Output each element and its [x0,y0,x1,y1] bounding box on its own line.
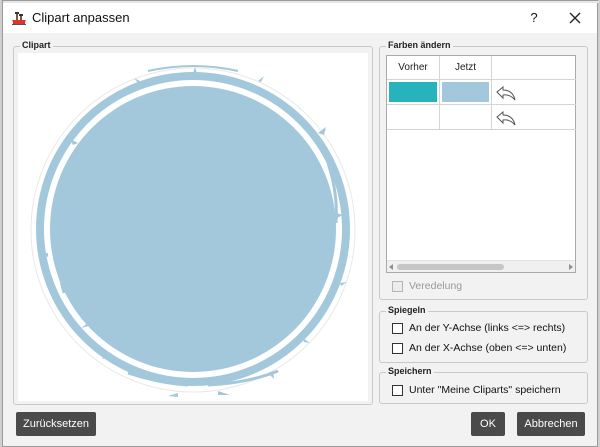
column-header-jetzt: Jetzt [440,56,492,80]
column-header-action [492,56,576,80]
scroll-left-arrow-icon[interactable] [389,264,393,270]
save-my-cliparts-option[interactable]: Unter "Meine Cliparts" speichern [392,384,561,396]
close-button[interactable] [563,7,587,29]
help-button[interactable]: ? [530,10,538,25]
undo-icon[interactable] [494,111,518,127]
ship-icon [12,12,26,25]
table-row[interactable] [387,105,440,130]
table-row [492,80,576,105]
table-row [492,105,576,130]
mirror-y-checkbox[interactable] [392,322,403,334]
save-my-cliparts-label: Unter "Meine Cliparts" speichern [409,384,561,396]
clipart-group: Clipart [13,40,373,405]
table-row[interactable] [387,80,440,105]
change-colors-group: Farben ändern Vorher Jetzt [379,40,588,300]
mirror-x-checkbox[interactable] [392,342,403,354]
refinement-label: Veredelung [409,280,463,292]
save-my-cliparts-checkbox[interactable] [392,384,403,396]
horizontal-scrollbar[interactable] [387,260,575,272]
mirror-y-option[interactable]: An der Y-Achse (links <=> rechts) [392,322,565,334]
cancel-button[interactable]: Abbrechen [517,412,585,436]
jetzt-color-swatch[interactable] [442,82,489,102]
column-header-vorher: Vorher [387,56,440,80]
save-group: Speichern Unter "Meine Cliparts" speiche… [379,366,588,404]
grunge-circle-clipart [30,65,356,397]
scroll-thumb[interactable] [397,264,504,270]
title-bar: Clipart anpassen ? [3,3,597,33]
vorher-color-swatch[interactable] [389,82,437,102]
table-row[interactable] [440,105,492,130]
mirror-group: Spiegeln An der Y-Achse (links <=> recht… [379,305,588,363]
clipart-preview [18,53,368,401]
refinement-checkbox [392,280,403,292]
ok-button[interactable]: OK [471,412,505,436]
close-icon [569,12,581,24]
mirror-group-label: Spiegeln [386,305,428,315]
scroll-right-arrow-icon[interactable] [569,264,573,270]
dialog-title: Clipart anpassen [32,10,130,25]
color-table: Vorher Jetzt [386,55,576,273]
top-strip [3,1,599,3]
undo-icon[interactable] [494,86,518,102]
save-group-label: Speichern [386,366,434,376]
mirror-y-label: An der Y-Achse (links <=> rechts) [409,322,566,334]
table-row[interactable] [440,80,492,105]
clipart-group-label: Clipart [20,40,53,50]
change-colors-group-label: Farben ändern [386,40,453,50]
reset-button[interactable]: Zurücksetzen [16,412,96,436]
mirror-x-option[interactable]: An der X-Achse (oben <=> unten) [392,342,566,354]
mirror-x-label: An der X-Achse (oben <=> unten) [409,342,567,354]
refinement-option: Veredelung [392,280,462,292]
